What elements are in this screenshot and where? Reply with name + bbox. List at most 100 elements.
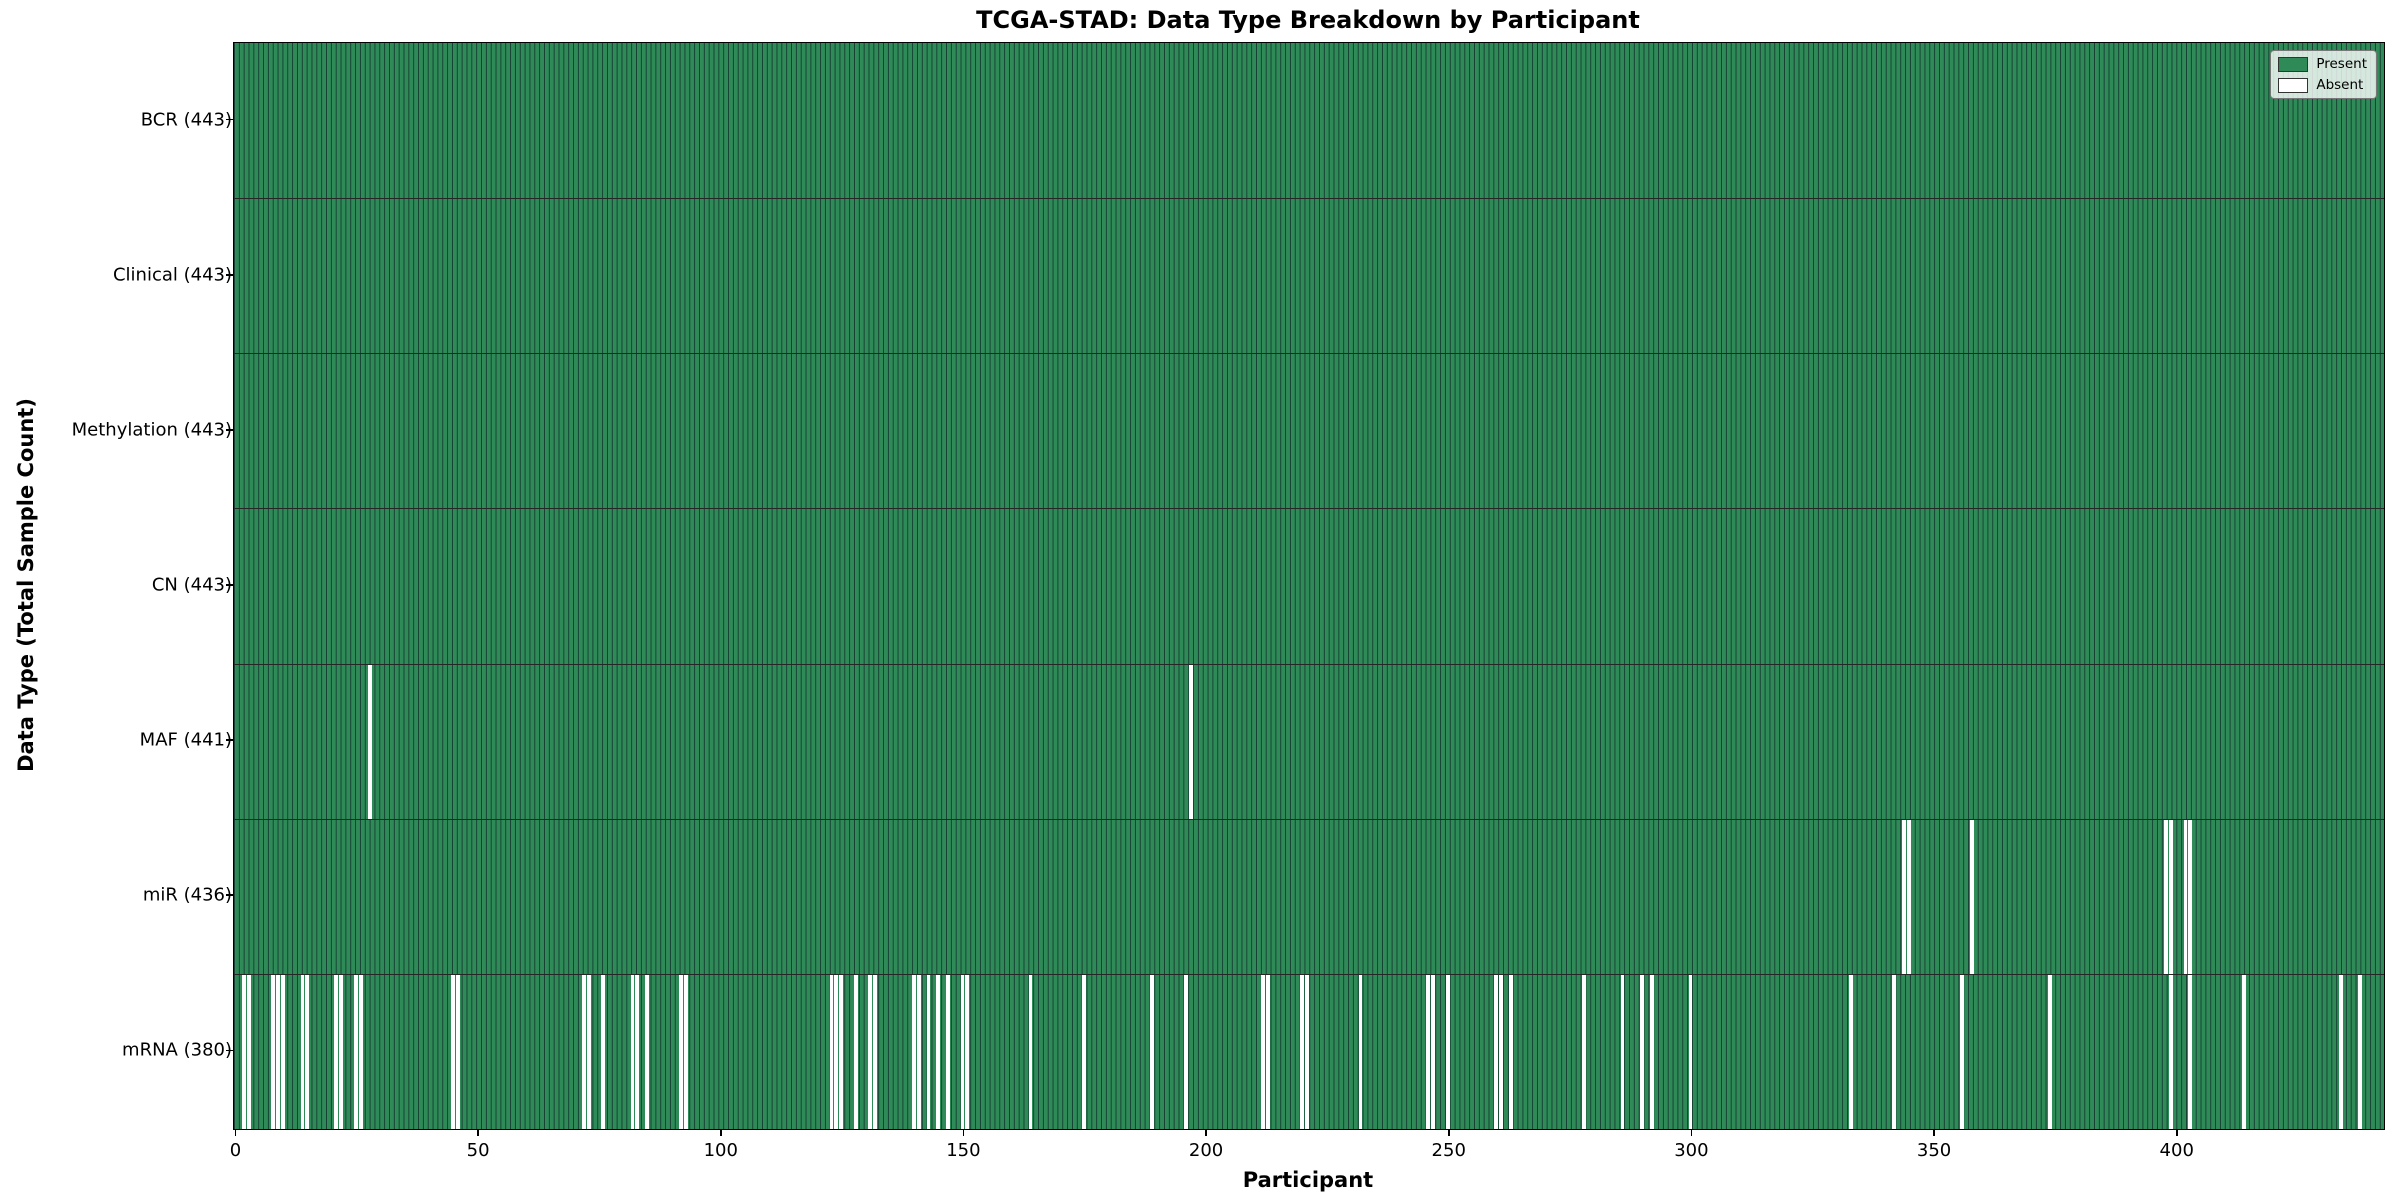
- absent-gap: [1688, 974, 1693, 1129]
- absent-gap: [276, 974, 281, 1129]
- absent-gap: [926, 974, 931, 1129]
- present-bars: [234, 974, 2384, 1129]
- absent-gap: [353, 974, 358, 1129]
- absent-gap: [1300, 974, 1305, 1129]
- absent-gap: [1640, 974, 1644, 1129]
- absent-gap: [1848, 974, 1853, 1129]
- absent-gap: [334, 974, 339, 1129]
- absent-gap: [960, 974, 965, 1129]
- y-tick-label-Clinical: Clinical (443): [112, 264, 232, 286]
- absent-gap: [300, 974, 305, 1129]
- row-CN: [234, 508, 2384, 664]
- absent-gap: [2241, 974, 2246, 1129]
- x-tick-label-200: 200: [1188, 1140, 1224, 1161]
- x-tick-label-0: 0: [229, 1140, 242, 1161]
- absent-gap: [455, 974, 460, 1129]
- absent-gap: [2358, 974, 2363, 1129]
- x-tick-label-150: 150: [946, 1140, 981, 1161]
- absent-swatch-icon: [2278, 77, 2309, 93]
- absent-gap: [1266, 974, 1271, 1129]
- present-bars: [234, 354, 2384, 509]
- absent-gap: [1892, 974, 1897, 1129]
- legend: Present Absent: [2270, 50, 2377, 99]
- absent-gap: [1188, 664, 1193, 819]
- absent-gap: [1906, 819, 1911, 974]
- absent-gap: [829, 974, 834, 1129]
- absent-gap: [450, 974, 455, 1129]
- absent-gap: [635, 974, 640, 1129]
- y-tick: [226, 894, 233, 897]
- absent-gap: [358, 974, 363, 1129]
- present-bars: [234, 199, 2384, 354]
- absent-gap: [965, 974, 970, 1129]
- x-tick: [1447, 1129, 1450, 1136]
- absent-gap: [2338, 974, 2343, 1129]
- x-tick-label-350: 350: [1916, 1140, 1952, 1161]
- absent-gap: [368, 664, 373, 819]
- present-bars: [234, 43, 2384, 199]
- absent-gap: [946, 974, 950, 1129]
- y-tick: [226, 584, 233, 586]
- present-bars: [234, 819, 2384, 974]
- x-tick-label-300: 300: [1674, 1140, 1709, 1161]
- y-tick: [226, 273, 233, 276]
- y-tick: [226, 118, 233, 121]
- absent-gap: [2188, 819, 2193, 974]
- absent-gap: [2188, 974, 2193, 1129]
- x-tick: [234, 1129, 237, 1136]
- x-tick: [719, 1129, 722, 1136]
- absent-gap: [305, 974, 310, 1129]
- legend-entry-present: Present: [2278, 56, 2367, 72]
- y-tick-label-MAF: MAF (441): [139, 729, 232, 751]
- chart-title: TCGA-STAD: Data Type Breakdown by Partic…: [976, 6, 1640, 34]
- absent-gap: [1494, 974, 1499, 1129]
- x-tick: [2175, 1129, 2178, 1136]
- x-tick-label-250: 250: [1431, 1140, 1466, 1161]
- x-tick-label-400: 400: [2159, 1140, 2194, 1161]
- x-tick-label-100: 100: [703, 1140, 738, 1161]
- y-tick: [226, 739, 233, 741]
- absent-gap: [679, 974, 683, 1129]
- absent-gap: [1508, 974, 1513, 1129]
- absent-gap: [1649, 974, 1654, 1129]
- absent-gap: [1431, 974, 1436, 1129]
- absent-gap: [1149, 974, 1154, 1129]
- absent-gap: [1358, 974, 1363, 1129]
- absent-gap: [839, 974, 844, 1129]
- absent-gap: [1081, 974, 1086, 1129]
- legend-entry-absent: Absent: [2278, 77, 2367, 93]
- y-tick-label-CN: CN (443): [151, 574, 232, 596]
- absent-gap: [853, 974, 858, 1129]
- absent-gap: [2183, 819, 2188, 974]
- absent-gap: [1970, 819, 1974, 974]
- absent-gap: [1620, 974, 1625, 1129]
- x-tick: [962, 1129, 965, 1136]
- row-MAF: [234, 663, 2384, 819]
- x-tick: [1933, 1129, 1935, 1136]
- absent-gap: [2164, 819, 2169, 974]
- absent-gap: [271, 974, 276, 1129]
- y-tick-label-Methylation: Methylation (443): [71, 419, 232, 441]
- present-swatch-icon: [2278, 56, 2309, 72]
- absent-gap: [1426, 974, 1431, 1129]
- y-tick: [226, 429, 233, 431]
- absent-gap: [1581, 974, 1586, 1129]
- absent-gap: [601, 974, 606, 1129]
- absent-gap: [873, 974, 878, 1129]
- absent-gap: [2169, 974, 2173, 1129]
- x-tick: [1205, 1129, 1207, 1136]
- absent-gap: [1499, 974, 1504, 1129]
- x-tick: [1690, 1129, 1693, 1136]
- absent-gap: [1305, 974, 1309, 1129]
- absent-gap: [586, 974, 591, 1129]
- absent-gap: [936, 974, 941, 1129]
- absent-gap: [868, 974, 873, 1129]
- y-tick-label-mRNA: mRNA (380): [122, 1039, 232, 1061]
- row-Clinical: [234, 198, 2384, 354]
- legend-label: Present: [2316, 56, 2367, 72]
- absent-gap: [2047, 974, 2052, 1129]
- legend-label: Absent: [2316, 77, 2364, 93]
- row-Methylation: [234, 353, 2384, 509]
- absent-gap: [339, 974, 344, 1129]
